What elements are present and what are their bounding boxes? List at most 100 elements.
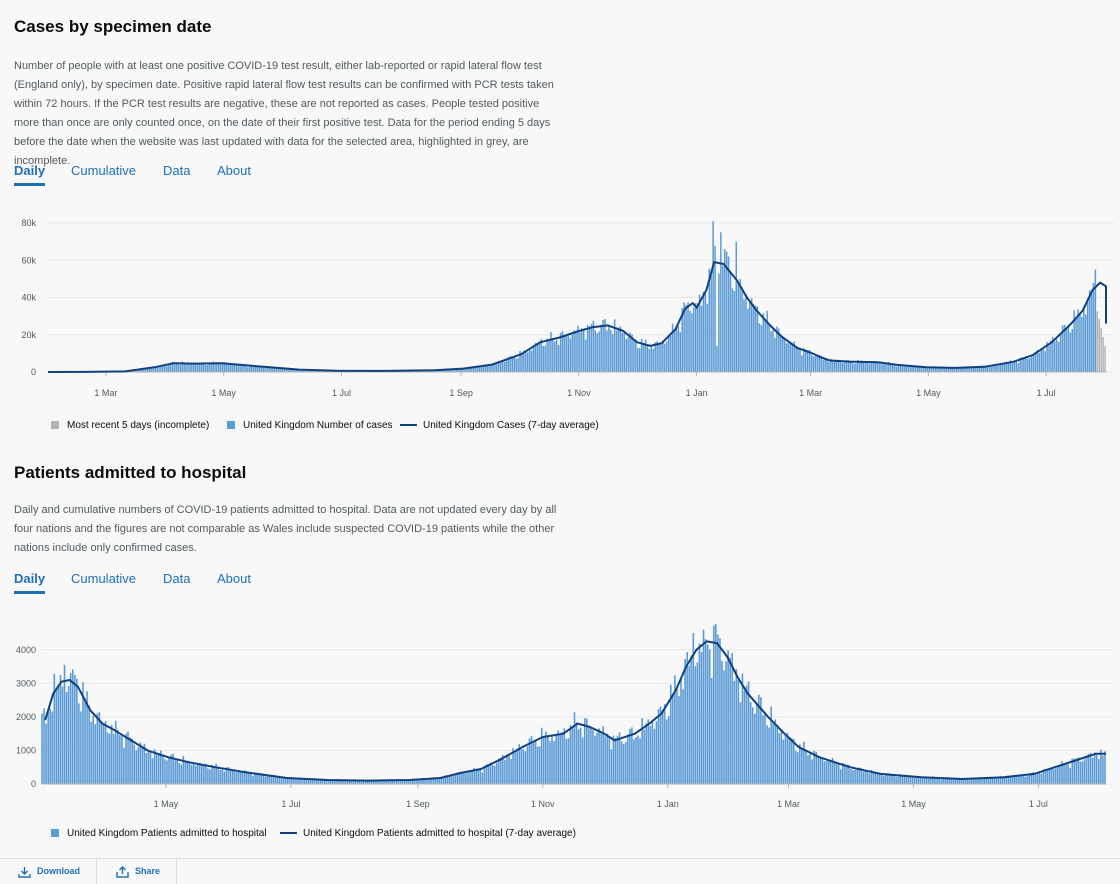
bar[interactable]: [699, 294, 701, 372]
bar[interactable]: [1086, 755, 1088, 784]
bar[interactable]: [1039, 353, 1041, 372]
incomplete-bar[interactable]: [1098, 319, 1100, 372]
bar[interactable]: [660, 707, 662, 784]
bar[interactable]: [320, 780, 322, 784]
bar[interactable]: [786, 343, 788, 372]
bar[interactable]: [633, 739, 635, 784]
bar[interactable]: [546, 339, 548, 372]
bar[interactable]: [893, 775, 895, 784]
bar[interactable]: [88, 706, 90, 784]
bar[interactable]: [705, 293, 707, 372]
bar[interactable]: [720, 232, 722, 372]
bar[interactable]: [1070, 333, 1072, 372]
bar[interactable]: [880, 364, 882, 372]
bar[interactable]: [80, 711, 82, 784]
bar[interactable]: [772, 723, 774, 784]
bar[interactable]: [274, 368, 276, 372]
bar[interactable]: [856, 768, 858, 784]
bar[interactable]: [97, 713, 99, 784]
bar[interactable]: [205, 365, 207, 372]
bar[interactable]: [117, 730, 119, 784]
bar[interactable]: [1082, 761, 1084, 784]
bar[interactable]: [766, 725, 768, 784]
bar[interactable]: [652, 722, 654, 784]
bar[interactable]: [936, 778, 938, 784]
bar[interactable]: [537, 747, 539, 784]
bar[interactable]: [550, 332, 552, 372]
bar[interactable]: [901, 776, 903, 784]
bar[interactable]: [150, 751, 152, 784]
bar[interactable]: [897, 777, 899, 784]
bar[interactable]: [568, 336, 570, 372]
bar[interactable]: [766, 311, 768, 372]
bar[interactable]: [1104, 751, 1106, 784]
bar[interactable]: [722, 266, 724, 372]
bar[interactable]: [527, 746, 529, 784]
bar[interactable]: [869, 363, 871, 372]
bar[interactable]: [1037, 774, 1039, 784]
bar[interactable]: [195, 766, 197, 784]
bar[interactable]: [146, 753, 148, 784]
bar[interactable]: [729, 658, 731, 784]
bar[interactable]: [570, 725, 572, 784]
bar[interactable]: [950, 368, 952, 372]
bar[interactable]: [49, 709, 51, 784]
bar[interactable]: [680, 332, 682, 372]
bar[interactable]: [1063, 764, 1065, 784]
bar[interactable]: [828, 362, 830, 372]
bar[interactable]: [547, 736, 549, 784]
bar[interactable]: [580, 728, 582, 784]
bar[interactable]: [307, 780, 309, 784]
bar[interactable]: [525, 751, 527, 784]
bar[interactable]: [533, 743, 535, 784]
bar[interactable]: [1024, 777, 1026, 784]
bar[interactable]: [643, 344, 645, 372]
bar[interactable]: [506, 360, 508, 372]
bar[interactable]: [577, 326, 579, 372]
bar[interactable]: [549, 741, 551, 784]
bar[interactable]: [981, 779, 983, 784]
bar[interactable]: [41, 714, 43, 784]
bar[interactable]: [1067, 764, 1069, 784]
bar[interactable]: [859, 362, 861, 372]
bar[interactable]: [875, 362, 877, 372]
bar[interactable]: [1004, 364, 1006, 372]
bar[interactable]: [697, 303, 699, 372]
bar[interactable]: [807, 755, 809, 784]
bar[interactable]: [795, 751, 797, 784]
bar[interactable]: [710, 275, 712, 372]
bar[interactable]: [514, 356, 516, 372]
bar[interactable]: [714, 246, 716, 372]
bar[interactable]: [953, 779, 955, 784]
bar[interactable]: [230, 770, 232, 784]
bar[interactable]: [439, 779, 441, 784]
bar[interactable]: [752, 707, 754, 784]
bar[interactable]: [556, 340, 558, 372]
bar[interactable]: [701, 306, 703, 372]
bar[interactable]: [539, 342, 541, 372]
bar[interactable]: [851, 361, 853, 372]
bar[interactable]: [535, 740, 537, 784]
bar[interactable]: [1031, 357, 1033, 372]
bar[interactable]: [703, 292, 705, 372]
bar[interactable]: [664, 344, 666, 372]
bar[interactable]: [68, 686, 70, 784]
bar[interactable]: [631, 334, 633, 372]
bar[interactable]: [598, 332, 600, 372]
bar[interactable]: [593, 321, 595, 372]
bar[interactable]: [1089, 290, 1091, 372]
bar[interactable]: [1078, 757, 1080, 784]
bar[interactable]: [963, 368, 965, 372]
bar[interactable]: [189, 762, 191, 784]
bar[interactable]: [242, 772, 244, 784]
bar[interactable]: [1079, 315, 1081, 372]
bar[interactable]: [809, 754, 811, 784]
bar[interactable]: [574, 712, 576, 784]
bar[interactable]: [587, 325, 589, 372]
bar[interactable]: [210, 363, 212, 372]
bar[interactable]: [633, 339, 635, 372]
bar[interactable]: [865, 363, 867, 372]
bar[interactable]: [1027, 359, 1029, 372]
bar[interactable]: [803, 742, 805, 784]
bar[interactable]: [975, 368, 977, 372]
